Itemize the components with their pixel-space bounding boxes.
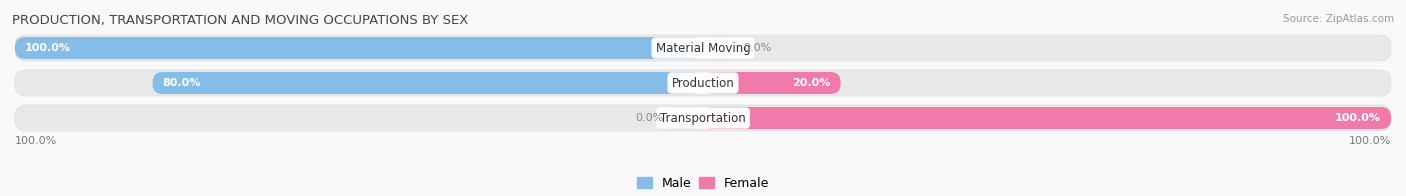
FancyBboxPatch shape [153,72,703,94]
Text: Transportation: Transportation [661,112,745,124]
Text: 100.0%: 100.0% [1336,113,1381,123]
FancyBboxPatch shape [15,37,703,59]
FancyBboxPatch shape [703,107,1391,129]
Legend: Male, Female: Male, Female [637,177,769,190]
Text: 20.0%: 20.0% [792,78,831,88]
FancyBboxPatch shape [703,37,738,59]
Text: 0.0%: 0.0% [634,113,664,123]
Text: 100.0%: 100.0% [1348,136,1391,146]
Text: 80.0%: 80.0% [163,78,201,88]
FancyBboxPatch shape [15,35,1391,61]
Text: 100.0%: 100.0% [25,43,70,53]
FancyBboxPatch shape [703,72,841,94]
FancyBboxPatch shape [15,105,1391,131]
Text: Material Moving: Material Moving [655,42,751,54]
FancyBboxPatch shape [15,70,1391,96]
Text: Production: Production [672,76,734,90]
Text: PRODUCTION, TRANSPORTATION AND MOVING OCCUPATIONS BY SEX: PRODUCTION, TRANSPORTATION AND MOVING OC… [13,14,468,27]
FancyBboxPatch shape [668,107,703,129]
Text: Source: ZipAtlas.com: Source: ZipAtlas.com [1282,14,1393,24]
Text: 0.0%: 0.0% [742,43,772,53]
Text: 100.0%: 100.0% [15,136,58,146]
